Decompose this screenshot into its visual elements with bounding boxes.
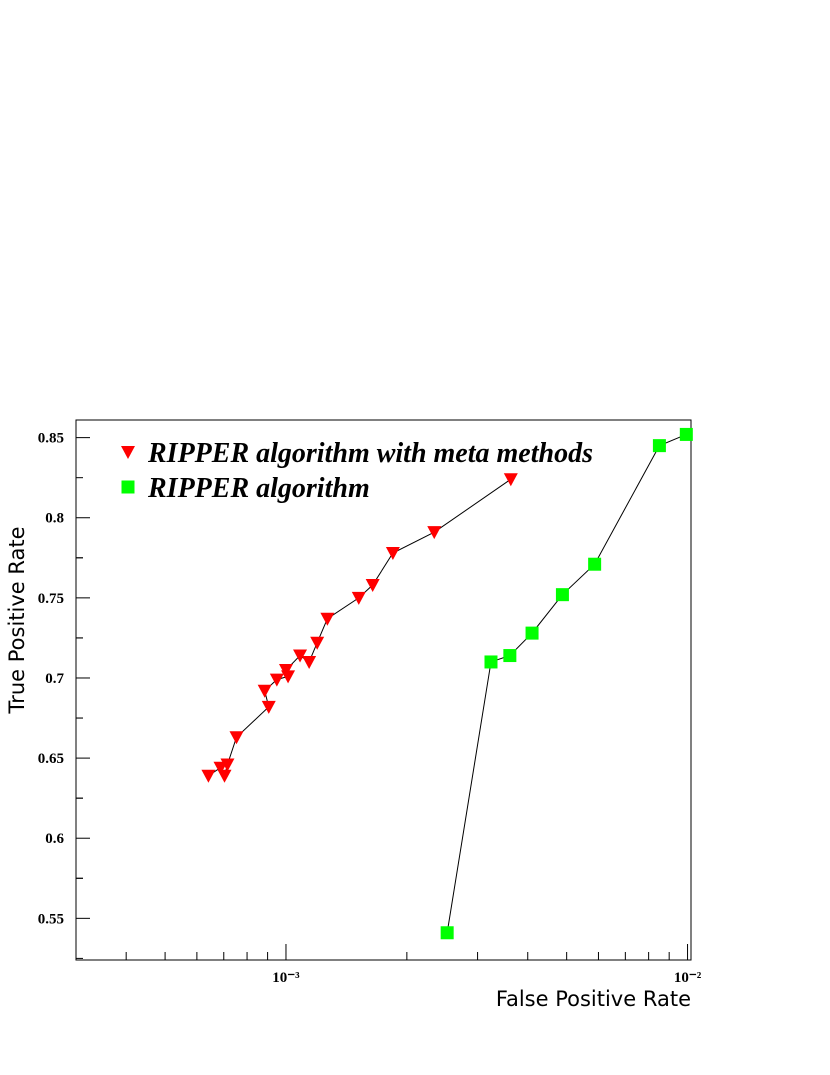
marker [201,769,216,783]
marker [427,526,442,540]
marker [217,769,232,783]
marker [261,700,276,714]
legend-label: RIPPER algorithm [147,473,370,504]
marker [385,546,400,560]
legend-marker [121,446,135,459]
x-tick-label: 10⁻³ [272,970,300,986]
marker [351,591,366,605]
y-tick-label: 0.7 [45,671,64,687]
marker [365,579,380,593]
marker [588,557,602,571]
y-axis-title: True Positive Rate [5,526,29,714]
marker [503,473,518,487]
y-tick-label: 0.6 [45,831,64,847]
marker [679,427,693,441]
marker [257,684,272,698]
marker [652,439,666,453]
y-tick-label: 0.85 [38,431,64,447]
marker [302,655,317,669]
marker [278,663,293,677]
marker [293,649,308,663]
marker [220,758,235,772]
series-line [208,478,512,778]
marker [320,612,335,626]
y-tick-label: 0.75 [38,591,64,607]
legend-label: RIPPER algorithm with meta methods [147,438,593,469]
y-tick-label: 0.55 [38,911,64,927]
series-line [446,433,687,933]
y-tick-label: 0.65 [38,751,64,767]
x-axis-title: False Positive Rate [496,987,691,1011]
marker [269,673,284,687]
marker [440,926,454,940]
x-tick-label: 10⁻² [674,970,702,986]
marker [310,636,325,650]
marker [484,655,498,669]
y-tick-label: 0.8 [45,511,64,527]
marker [525,626,539,640]
marker [229,731,244,745]
legend-marker [121,480,135,494]
marker [555,588,569,602]
marker [503,649,517,663]
plot-frame [75,419,692,961]
